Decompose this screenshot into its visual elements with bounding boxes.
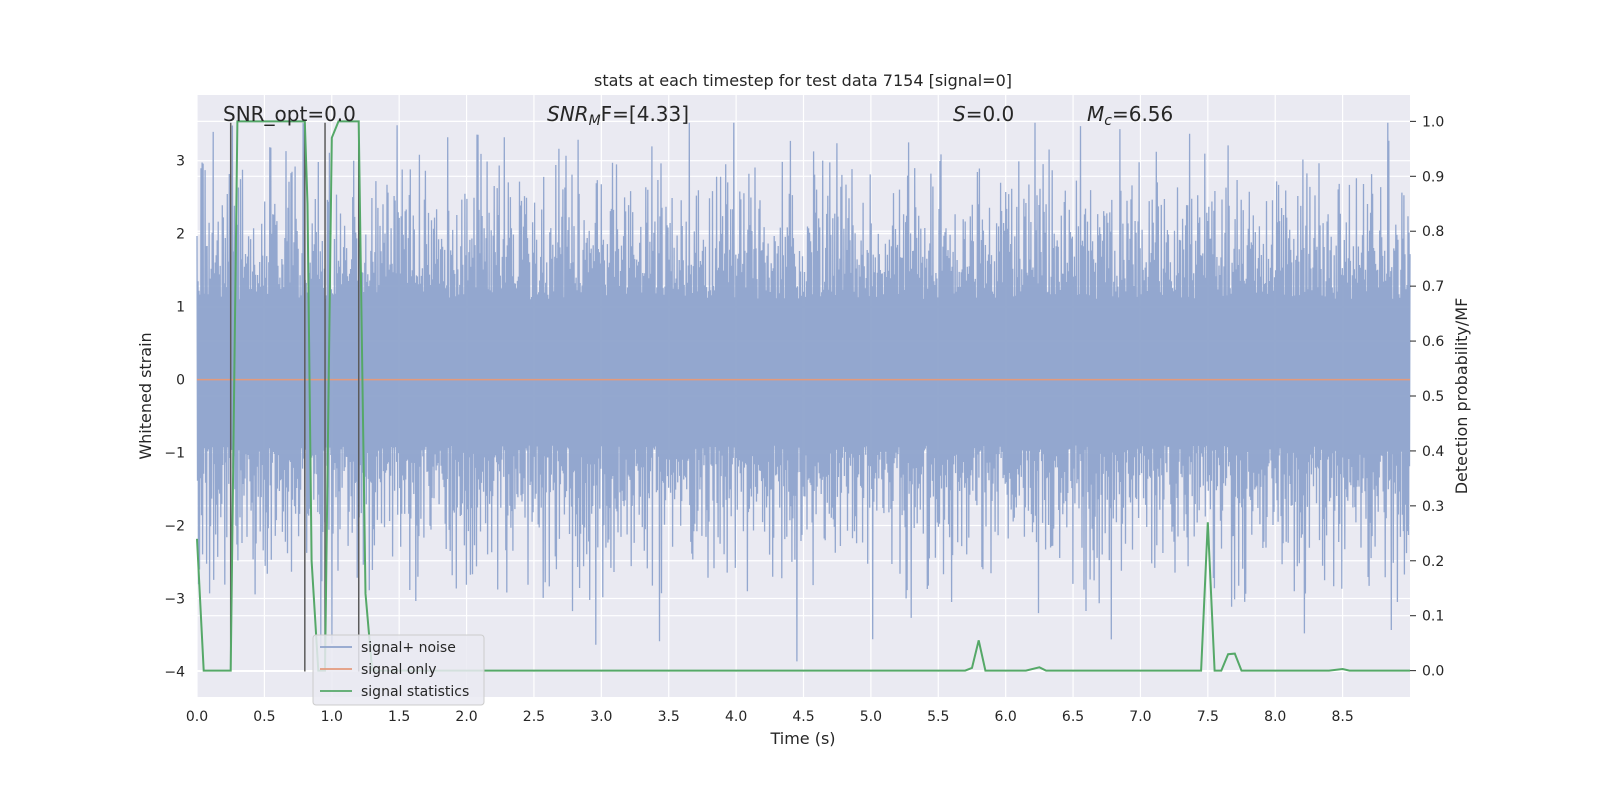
x-ticks: 0.0 0.5 1.0 1.5 2.0 2.5 3.0 3.5 4.0 4.5 5.0 5.5 6.0 6… xyxy=(186,709,1354,725)
y-tick-label: 0 xyxy=(176,373,185,389)
x-tick-label: 4.0 xyxy=(725,709,747,725)
annotation-s: S=0.0 xyxy=(953,102,1014,126)
x-tick-label: 8.5 xyxy=(1331,709,1353,725)
x-tick-label: 6.0 xyxy=(995,709,1017,725)
y2-ticks: 1.0 0.9 0.8 0.7 0.6 0.5 0.4 0.3 0.2 0.1 0.0 xyxy=(1410,114,1444,680)
y2-tick-label: 0.5 xyxy=(1422,389,1444,405)
noise-line xyxy=(196,122,1411,662)
y2-tick-label: 0.7 xyxy=(1422,279,1444,295)
y2-tick-label: 0.1 xyxy=(1422,609,1444,625)
legend-label-signal-noise: signal+ noise xyxy=(361,640,456,656)
x-tick-label: 7.0 xyxy=(1129,709,1151,725)
marker-lines xyxy=(229,122,360,672)
y2-tick-label: 0.0 xyxy=(1422,664,1444,680)
x-tick-label: 8.0 xyxy=(1264,709,1286,725)
x-tick-label: 7.5 xyxy=(1197,709,1219,725)
x-tick-label: 6.5 xyxy=(1062,709,1084,725)
y2-tick-label: 0.9 xyxy=(1422,169,1444,185)
x-tick-label: 0.5 xyxy=(253,709,275,725)
x-tick-label: 1.0 xyxy=(321,709,343,725)
y-tick-label: −4 xyxy=(164,664,185,680)
y2-tick-label: 1.0 xyxy=(1422,114,1444,130)
y2-axis-label: Detection probability/MF xyxy=(1452,298,1471,495)
annotation-snr-mf: SNRMF=[4.33] xyxy=(547,102,689,129)
annotation-snr-mf-sub: M xyxy=(589,113,601,129)
x-tick-label: 5.0 xyxy=(860,709,882,725)
annotation-s-main: S xyxy=(953,102,966,126)
y-tick-label: −3 xyxy=(164,591,185,607)
annotation-mc-rest: =6.56 xyxy=(1112,102,1173,126)
y2-tick-label: 0.4 xyxy=(1422,444,1444,460)
legend-box xyxy=(312,634,485,706)
annotation-snr-opt: SNR_opt=0.0 xyxy=(223,102,356,126)
annotation-mc-sub: c xyxy=(1104,113,1112,129)
x-tick-label: 1.5 xyxy=(388,709,410,725)
y-tick-label: 3 xyxy=(176,154,185,170)
annotation-mc-main: M xyxy=(1087,102,1104,126)
x-tick-label: 3.0 xyxy=(590,709,612,725)
y2-tick-label: 0.2 xyxy=(1422,554,1444,570)
y2-tick-label: 0.8 xyxy=(1422,224,1444,240)
y-axis-label: Whitened strain xyxy=(136,332,155,459)
y-tick-label: −2 xyxy=(164,519,185,535)
annotation-mc: Mc=6.56 xyxy=(1087,102,1173,129)
y2-tick-label: 0.3 xyxy=(1422,499,1444,515)
legend-label-signal-only: signal only xyxy=(361,662,436,678)
annotation-s-rest: =0.0 xyxy=(966,102,1015,126)
x-tick-label: 5.5 xyxy=(927,709,949,725)
noise-series xyxy=(196,122,1411,662)
x-tick-label: 2.5 xyxy=(523,709,545,725)
y-tick-label: −1 xyxy=(164,446,185,462)
annotation-snr-mf-rest: F=[4.33] xyxy=(601,102,689,126)
y-tick-label: 1 xyxy=(176,300,185,316)
annotation-snr-mf-main: SNR xyxy=(547,102,589,126)
y-tick-label: 2 xyxy=(176,227,185,243)
x-tick-label: 2.0 xyxy=(455,709,477,725)
x-tick-label: 4.5 xyxy=(792,709,814,725)
x-tick-label: 3.5 xyxy=(658,709,680,725)
x-tick-label: 0.0 xyxy=(186,709,208,725)
legend-label-signal-statistics: signal statistics xyxy=(361,684,469,700)
legend: signal+ noise signal only signal statist… xyxy=(312,634,485,706)
x-axis-label: Time (s) xyxy=(769,729,835,748)
y-ticks: 3 2 1 0 −1 −2 −3 −4 xyxy=(164,154,185,681)
y2-tick-label: 0.6 xyxy=(1422,334,1444,350)
chart-title: stats at each timestep for test data 715… xyxy=(594,71,1012,90)
